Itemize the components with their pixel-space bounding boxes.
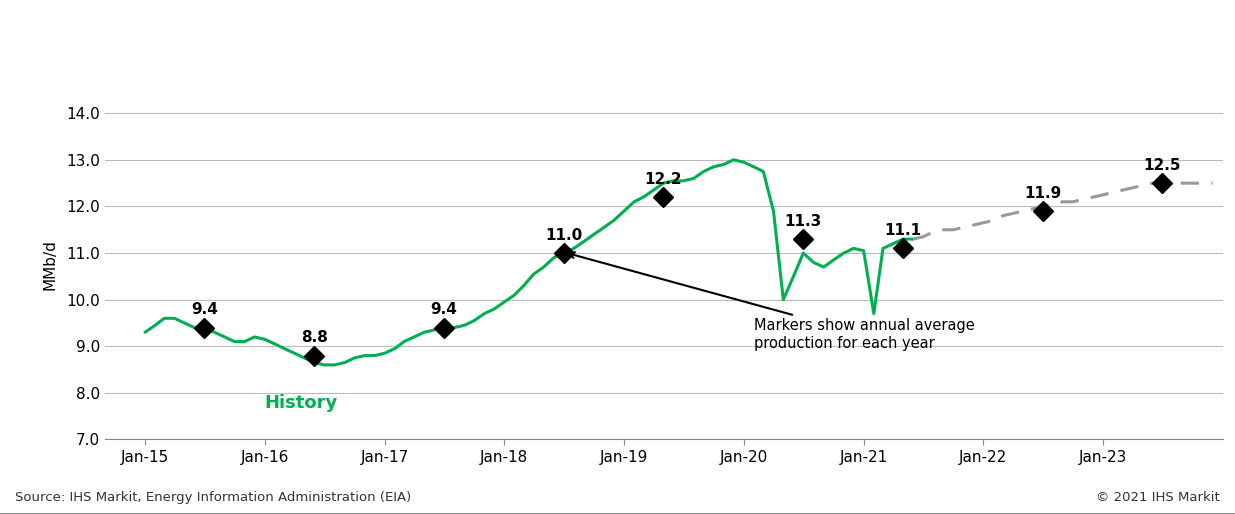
Text: Monthly US crude oil production: Monthly US crude oil production xyxy=(16,27,496,53)
Text: 8.8: 8.8 xyxy=(301,331,329,345)
Text: 11.1: 11.1 xyxy=(884,223,921,238)
Text: 9.4: 9.4 xyxy=(431,302,457,317)
Text: 12.5: 12.5 xyxy=(1144,158,1181,173)
Text: 11.0: 11.0 xyxy=(545,228,582,243)
Text: History: History xyxy=(264,394,338,412)
Text: 11.3: 11.3 xyxy=(784,214,823,229)
Text: 11.9: 11.9 xyxy=(1024,186,1061,201)
Text: Markers show annual average
production for each year: Markers show annual average production f… xyxy=(568,252,974,351)
Y-axis label: MMb/d: MMb/d xyxy=(43,240,58,290)
Text: © 2021 IHS Markit: © 2021 IHS Markit xyxy=(1097,491,1220,504)
Text: 12.2: 12.2 xyxy=(645,172,682,187)
Text: Source: IHS Markit, Energy Information Administration (EIA): Source: IHS Markit, Energy Information A… xyxy=(15,491,411,504)
Text: 9.4: 9.4 xyxy=(191,302,217,317)
